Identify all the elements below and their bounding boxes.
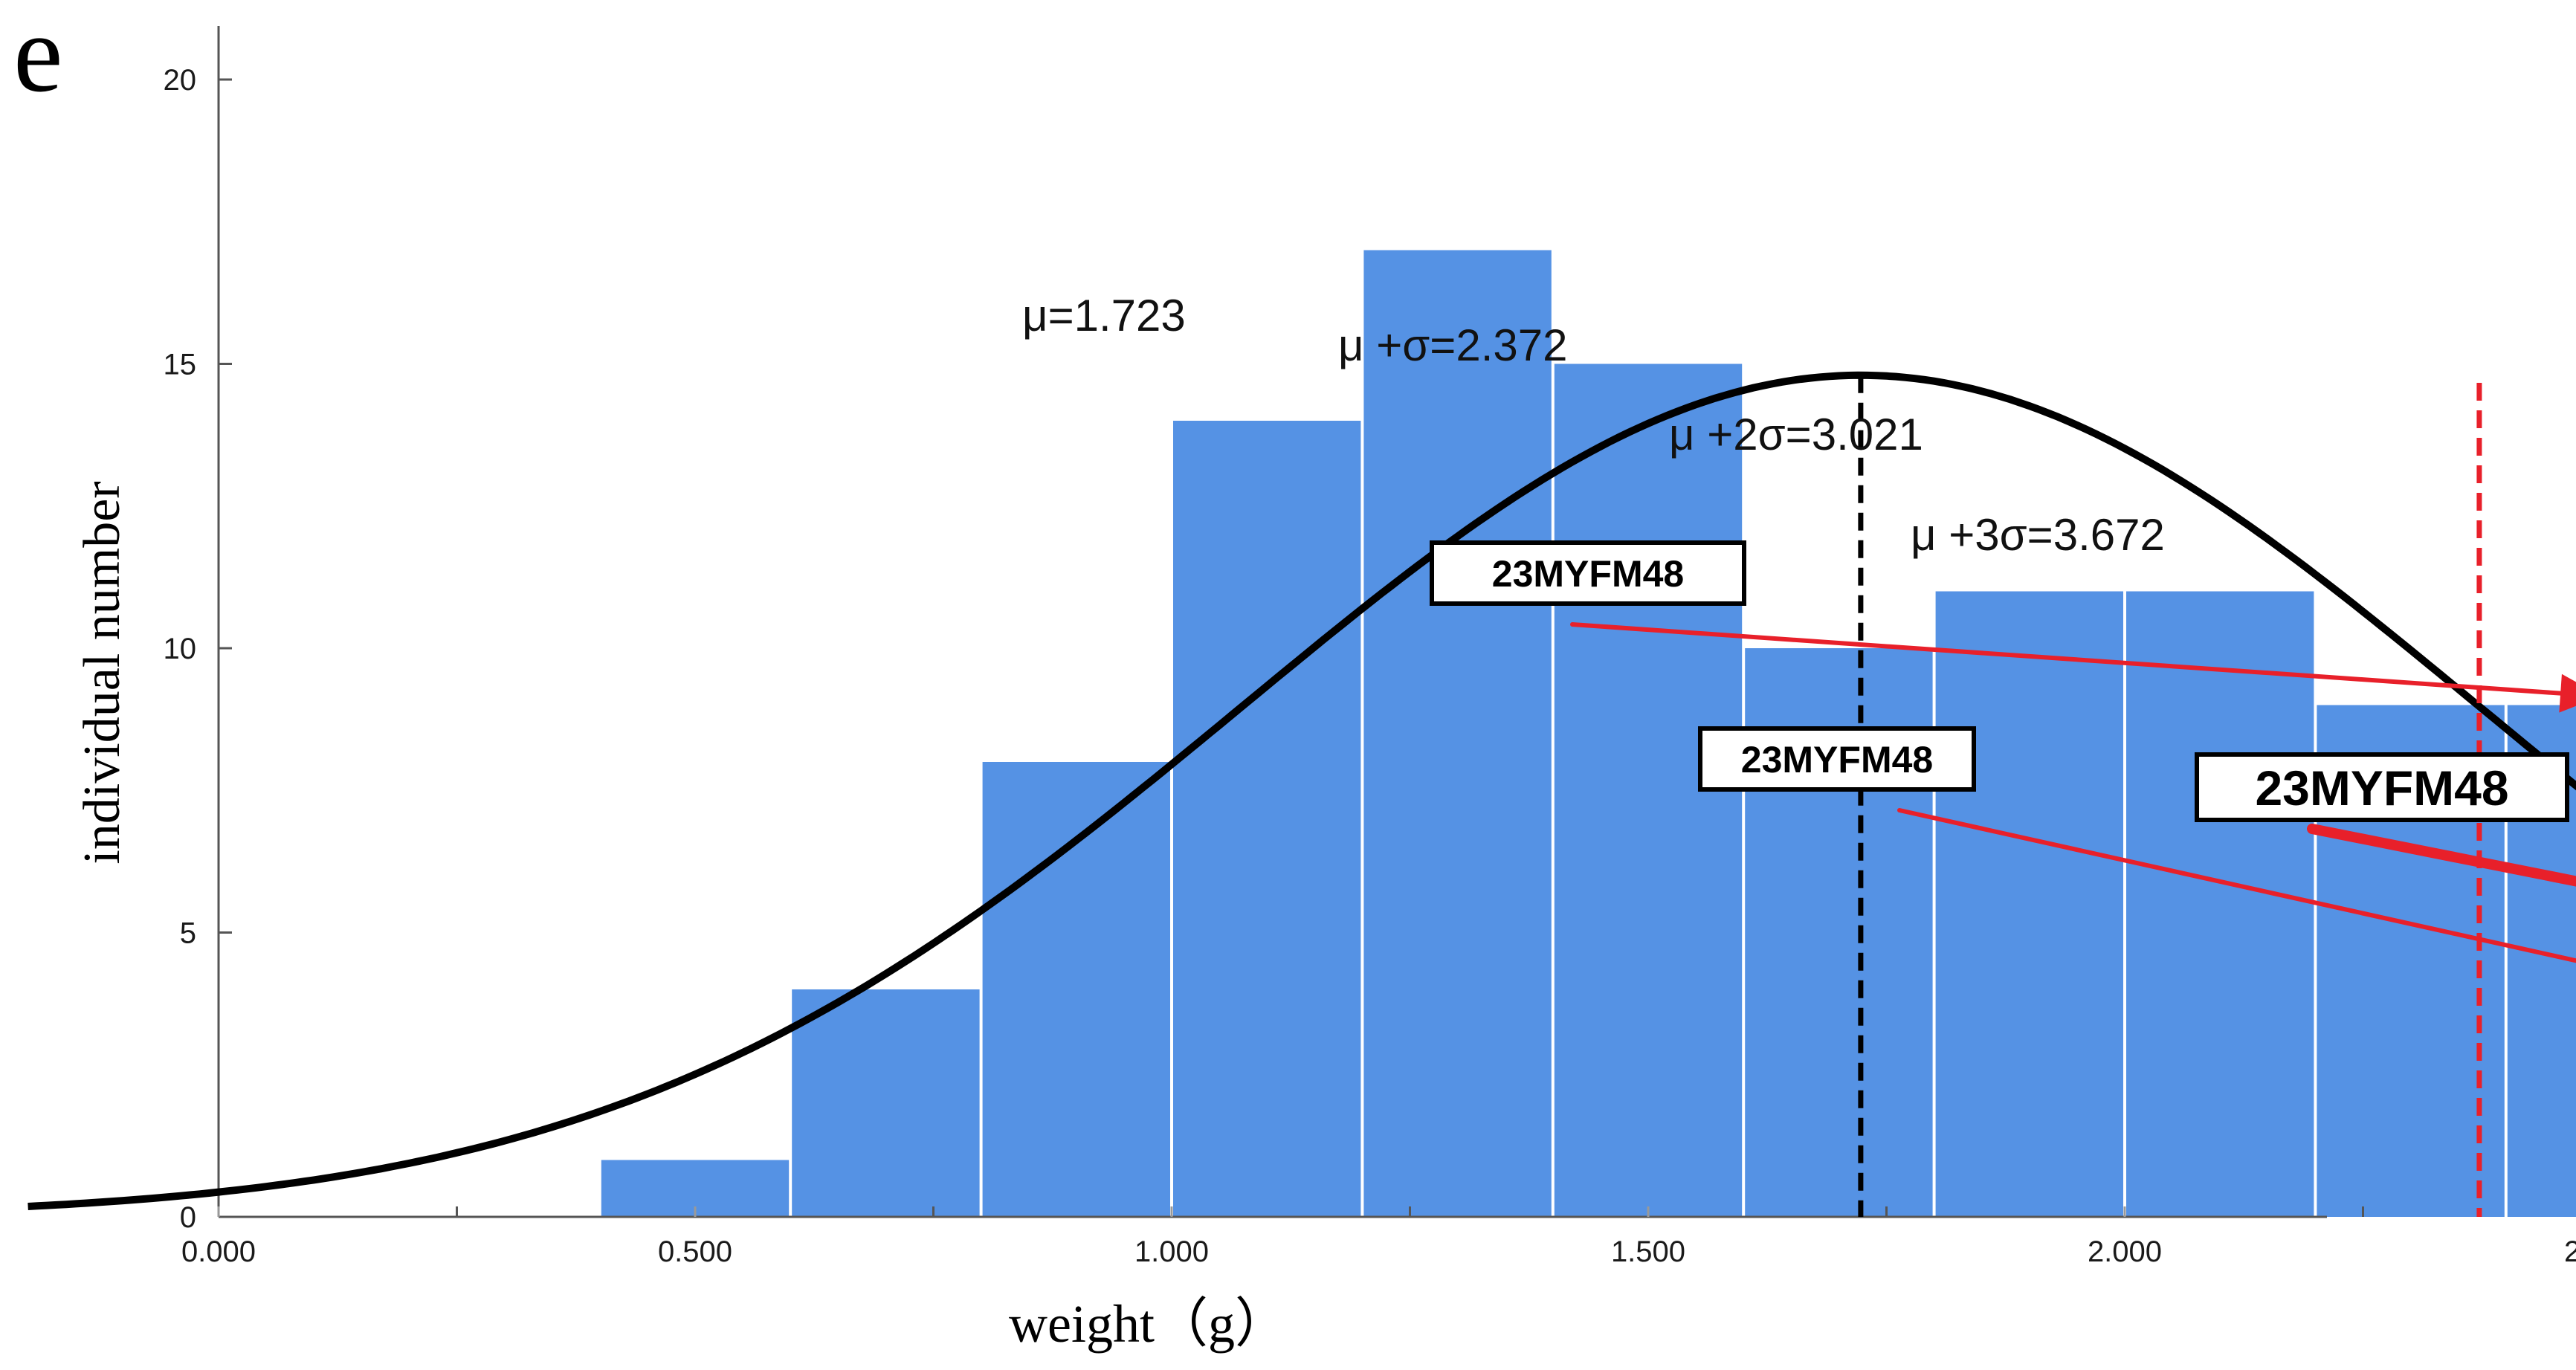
sample-label: 23MYFM48 xyxy=(1741,739,1933,781)
sample-callout: 23MYFM48 xyxy=(1698,726,2576,963)
callout-arrow xyxy=(1897,808,2576,963)
histogram-bar xyxy=(1935,591,2123,1217)
sample-box xyxy=(1430,540,1746,606)
sample-label: 23MYFM48 xyxy=(1492,553,1684,595)
x-tick-label: 0.000 xyxy=(181,1235,256,1268)
y-tick-label: 0 xyxy=(180,1201,196,1234)
histogram-bar xyxy=(792,989,980,1217)
reference-labels: μ=1.723 μ +σ=2.372 μ +2σ=3.021 μ +3σ=3.672 xyxy=(1022,291,2165,560)
tick-labels: 051015200.0000.5001.0001.5002.0002.5003.… xyxy=(164,64,2576,1268)
sample-callout: 23MYFM48 xyxy=(1430,540,2576,713)
normal-curve xyxy=(28,371,2576,1210)
sample-box xyxy=(1698,726,1976,792)
histogram-bar xyxy=(2126,591,2314,1217)
callout-arrow xyxy=(1570,622,2563,696)
histogram-bar xyxy=(982,762,1170,1217)
x-tick-label: 2.500 xyxy=(2564,1235,2576,1268)
y-tick-label: 5 xyxy=(180,917,196,950)
x-axis-label: weight（g） xyxy=(1009,1294,1288,1354)
callout-arrowhead xyxy=(2559,673,2576,713)
histogram-bar xyxy=(1363,250,1552,1217)
panel-label: e xyxy=(13,0,63,115)
reference-label: μ +3σ=3.672 xyxy=(1911,510,2165,560)
sample-callout: 23MYFM48 xyxy=(2195,752,2576,887)
reference-label: μ +σ=2.372 xyxy=(1338,320,1568,370)
reference-label: μ +2σ=3.021 xyxy=(1669,410,1923,459)
histogram-bar xyxy=(1173,421,1361,1217)
axes xyxy=(217,26,2327,1218)
y-tick-label: 20 xyxy=(164,64,197,97)
x-tick-label: 2.000 xyxy=(2088,1235,2162,1268)
y-axis-label: individual number xyxy=(74,481,131,864)
callout-arrow xyxy=(2307,824,2576,887)
sample-callouts: 23MYFM48 23MYFM48 23MYFM48 xyxy=(1430,540,2576,963)
reference-label: μ=1.723 xyxy=(1022,291,1186,340)
sample-label: 23MYFM48 xyxy=(2255,760,2508,815)
x-tick-label: 1.500 xyxy=(1611,1235,1685,1268)
normal-curve-layer xyxy=(28,371,2576,1210)
sample-box xyxy=(2195,752,2569,822)
y-tick-label: 10 xyxy=(164,633,197,665)
x-tick-label: 1.000 xyxy=(1134,1235,1209,1268)
histogram-bars xyxy=(601,250,2576,1217)
x-tick-label: 0.500 xyxy=(658,1235,732,1268)
y-tick-label: 15 xyxy=(164,349,197,381)
